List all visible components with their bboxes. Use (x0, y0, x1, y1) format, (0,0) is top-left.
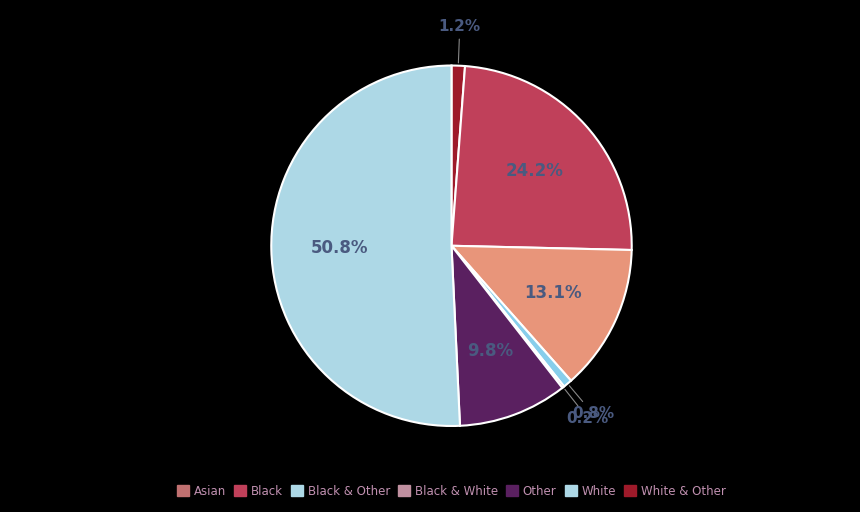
Text: 0.8%: 0.8% (569, 386, 614, 421)
Wedge shape (452, 66, 465, 246)
Legend: Asian, Black, Black & Other, Black & White, Other, White, White & Other: Asian, Black, Black & Other, Black & Whi… (174, 481, 729, 501)
Wedge shape (452, 66, 632, 250)
Wedge shape (452, 246, 562, 426)
Text: 9.8%: 9.8% (467, 342, 513, 359)
Text: 50.8%: 50.8% (311, 240, 369, 258)
Text: 13.1%: 13.1% (524, 284, 581, 302)
Wedge shape (452, 246, 564, 388)
Wedge shape (271, 66, 460, 426)
Text: 24.2%: 24.2% (506, 162, 563, 180)
Wedge shape (452, 246, 632, 380)
Text: 1.2%: 1.2% (439, 18, 481, 63)
Wedge shape (452, 246, 571, 387)
Text: 0.2%: 0.2% (565, 389, 609, 426)
